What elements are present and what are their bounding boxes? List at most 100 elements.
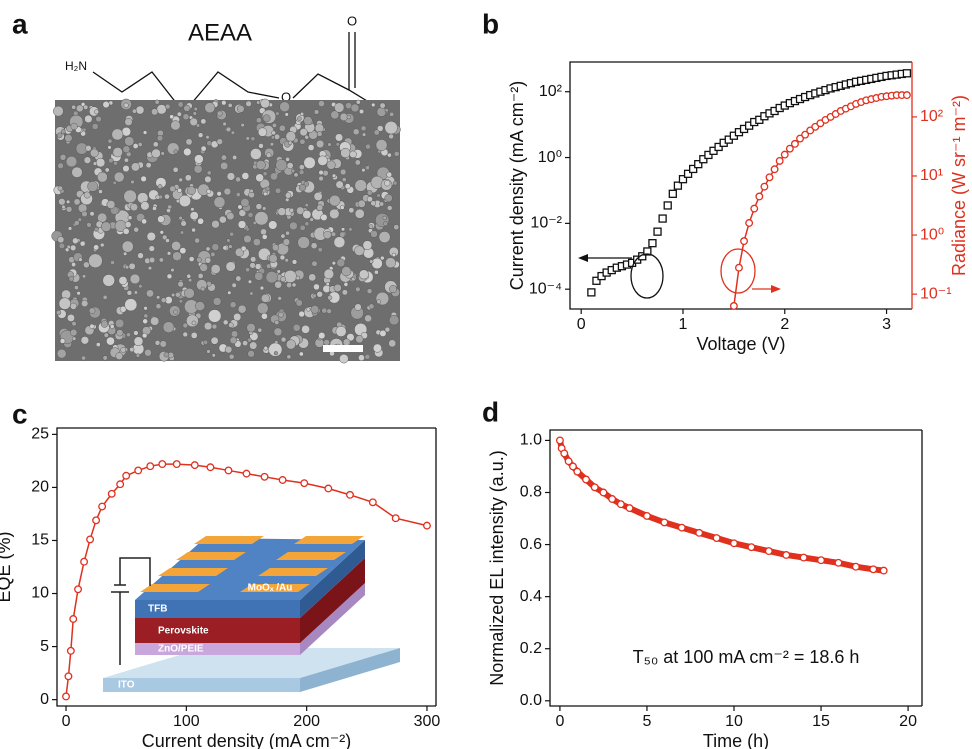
- sem-grain: [277, 207, 287, 216]
- y-tick-label: 0.8: [520, 484, 542, 501]
- sem-grain: [103, 332, 109, 338]
- sem-grain: [83, 261, 90, 269]
- sem-grain: [210, 251, 216, 257]
- sem-grain: [173, 149, 179, 154]
- marker: [599, 488, 608, 497]
- sem-grain: [94, 226, 99, 232]
- marker: [391, 514, 400, 523]
- sem-grain: [207, 309, 222, 323]
- sem-grain: [97, 171, 108, 183]
- marker: [423, 521, 431, 530]
- molecule-structure: [92, 32, 373, 105]
- sem-grain: [326, 160, 336, 170]
- marker: [134, 466, 143, 475]
- sem-grain: [318, 175, 324, 182]
- sem-grain: [56, 310, 62, 316]
- sem-grain: [313, 109, 320, 115]
- marker: [368, 498, 377, 507]
- sem-grain: [182, 331, 188, 338]
- marker: [590, 483, 599, 492]
- sem-grain: [295, 299, 303, 307]
- marker: [869, 565, 878, 574]
- sem-grain: [389, 111, 395, 117]
- marker: [834, 558, 843, 567]
- sem-grain: [329, 194, 341, 207]
- sem-grain: [284, 112, 289, 117]
- marker: [560, 449, 569, 458]
- y-tick-label: 10: [31, 585, 49, 602]
- sem-grain: [330, 231, 337, 237]
- sem-grain: [58, 297, 71, 310]
- sem-grain: [375, 139, 388, 151]
- sem-grain: [317, 155, 328, 166]
- sem-grain: [175, 292, 181, 298]
- sem-grain: [378, 231, 391, 244]
- sem-grain: [261, 312, 268, 320]
- sem-grain: [272, 244, 279, 252]
- sem-grain: [355, 335, 364, 344]
- sem-grain: [123, 102, 129, 108]
- atom-label: O: [347, 13, 357, 28]
- sem-grain: [187, 186, 196, 196]
- sem-grain: [370, 200, 377, 207]
- sem-grain: [387, 152, 392, 158]
- marker: [324, 484, 333, 493]
- sem-grain: [81, 299, 89, 308]
- sem-grain: [177, 101, 184, 108]
- sem-grain: [316, 131, 323, 137]
- marker: [879, 566, 888, 575]
- marker: [573, 467, 582, 476]
- sem-grain: [157, 215, 165, 223]
- sem-grain: [122, 227, 130, 235]
- sem-grain: [75, 104, 84, 113]
- sem-grain: [84, 114, 93, 124]
- sem-grain: [152, 206, 157, 211]
- sem-grain: [135, 353, 141, 358]
- sem-grain: [365, 165, 370, 171]
- sem-grain: [137, 252, 144, 259]
- sem-grain: [334, 102, 345, 113]
- sem-grain: [220, 154, 227, 161]
- marker: [569, 462, 577, 471]
- sem-grain: [200, 145, 207, 152]
- panel-label: c: [12, 398, 28, 429]
- sem-grain: [265, 186, 271, 192]
- sem-grain: [348, 227, 353, 232]
- sem-grain: [280, 233, 286, 239]
- sem-grain: [142, 130, 148, 135]
- sem-grain: [80, 336, 90, 345]
- y-tick-label: 10⁰: [538, 149, 562, 166]
- sem-grain: [318, 332, 326, 340]
- sem-grain: [189, 117, 198, 127]
- y-axis-label: Normalized EL intensity (a.u.): [487, 450, 507, 685]
- sem-grain: [71, 262, 77, 267]
- sem-grain: [124, 136, 135, 147]
- sem-grain: [298, 183, 307, 192]
- sem-grain: [154, 340, 161, 346]
- sem-grain: [330, 110, 340, 120]
- marker: [86, 535, 95, 544]
- sem-grain: [237, 304, 247, 314]
- atom-label: H₂N: [65, 59, 87, 73]
- marker: [678, 175, 688, 184]
- sem-grain: [176, 111, 182, 117]
- sem-grain: [204, 257, 212, 264]
- sem-grain: [65, 206, 73, 213]
- sem-grain: [107, 145, 112, 150]
- sem-grain: [309, 217, 314, 222]
- sem-grain: [95, 115, 102, 123]
- sem-grain: [124, 117, 133, 126]
- sem-grain: [275, 159, 288, 171]
- sem-grain: [141, 218, 147, 225]
- marker: [902, 69, 912, 78]
- marker: [729, 302, 738, 310]
- sem-grain: [160, 151, 165, 156]
- sem-grain: [255, 203, 263, 210]
- layer-label: Perovskite: [158, 626, 209, 637]
- sem-grain: [184, 287, 195, 299]
- sem-grain: [388, 133, 394, 140]
- marker: [817, 556, 825, 565]
- sem-grain: [273, 133, 281, 140]
- sem-grain: [254, 211, 269, 226]
- sem-grain: [130, 162, 141, 172]
